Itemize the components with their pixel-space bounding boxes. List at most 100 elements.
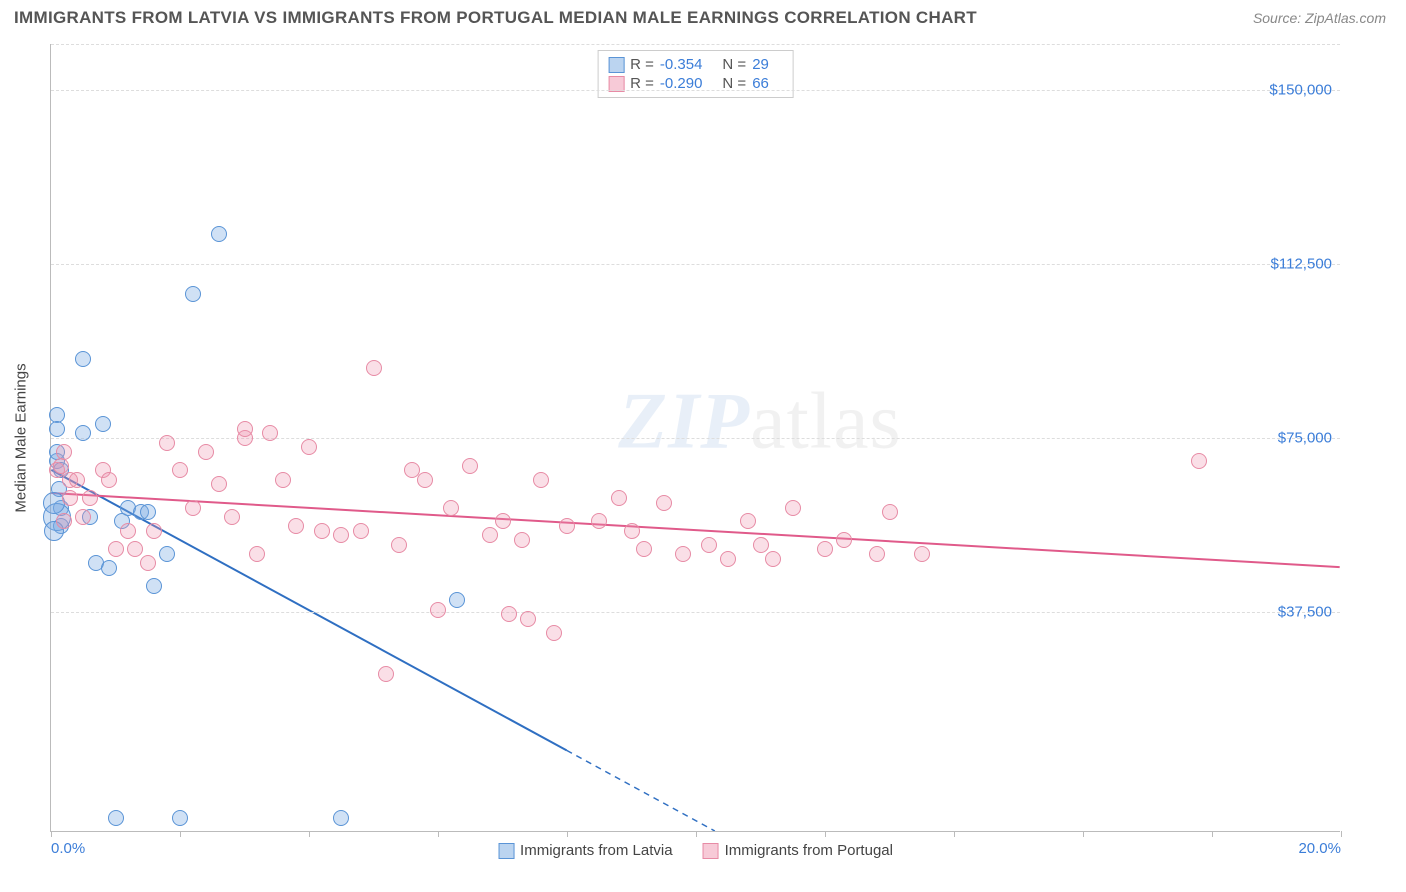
source-label: Source: ZipAtlas.com	[1253, 10, 1386, 26]
watermark: ZIPatlas	[618, 376, 901, 467]
data-point	[211, 226, 227, 242]
gridline	[51, 44, 1340, 45]
data-point	[75, 351, 91, 367]
data-point	[869, 546, 885, 562]
data-point	[95, 416, 111, 432]
x-tick-mark	[1083, 831, 1084, 837]
data-point	[636, 541, 652, 557]
data-point	[914, 546, 930, 562]
data-point	[146, 523, 162, 539]
x-tick-label: 0.0%	[51, 840, 85, 857]
data-point	[301, 439, 317, 455]
x-tick-mark	[309, 831, 310, 837]
data-point	[391, 537, 407, 553]
data-point	[353, 523, 369, 539]
data-point	[159, 546, 175, 562]
data-point	[224, 509, 240, 525]
bottom-legend: Immigrants from Latvia Immigrants from P…	[498, 842, 893, 859]
gridline	[51, 264, 1340, 265]
data-point	[430, 602, 446, 618]
chart-title: IMMIGRANTS FROM LATVIA VS IMMIGRANTS FRO…	[14, 8, 977, 28]
data-point	[172, 810, 188, 826]
data-point	[701, 537, 717, 553]
data-point	[624, 523, 640, 539]
data-point	[159, 435, 175, 451]
data-point	[559, 518, 575, 534]
data-point	[417, 472, 433, 488]
data-point	[720, 551, 736, 567]
data-point	[185, 286, 201, 302]
data-point	[740, 513, 756, 529]
data-point	[333, 810, 349, 826]
data-point	[462, 458, 478, 474]
data-point	[198, 444, 214, 460]
data-point	[262, 425, 278, 441]
y-tick-label: $112,500	[1271, 256, 1332, 273]
data-point	[753, 537, 769, 553]
data-point	[237, 421, 253, 437]
data-point	[591, 513, 607, 529]
data-point	[75, 425, 91, 441]
data-point	[108, 810, 124, 826]
data-point	[185, 500, 201, 516]
data-point	[101, 472, 117, 488]
data-point	[495, 513, 511, 529]
chart-plot-area: Median Male Earnings ZIPatlas R =-0.354 …	[50, 44, 1340, 832]
data-point	[62, 490, 78, 506]
data-point	[675, 546, 691, 562]
data-point	[482, 527, 498, 543]
data-point	[501, 606, 517, 622]
x-tick-mark	[954, 831, 955, 837]
x-tick-mark	[696, 831, 697, 837]
x-tick-label: 20.0%	[1298, 840, 1341, 857]
data-point	[172, 462, 188, 478]
x-tick-mark	[51, 831, 52, 837]
data-point	[514, 532, 530, 548]
data-point	[546, 625, 562, 641]
data-point	[533, 472, 549, 488]
data-point	[56, 444, 72, 460]
x-tick-mark	[438, 831, 439, 837]
data-point	[75, 509, 91, 525]
data-point	[520, 611, 536, 627]
data-point	[140, 504, 156, 520]
data-point	[817, 541, 833, 557]
data-point	[146, 578, 162, 594]
data-point	[366, 360, 382, 376]
data-point	[288, 518, 304, 534]
data-point	[56, 513, 72, 529]
data-point	[120, 523, 136, 539]
y-tick-label: $75,000	[1278, 430, 1332, 447]
data-point	[275, 472, 291, 488]
swatch-pink-icon	[608, 76, 624, 92]
data-point	[765, 551, 781, 567]
gridline	[51, 612, 1340, 613]
data-point	[656, 495, 672, 511]
swatch-blue-icon	[498, 843, 514, 859]
x-tick-mark	[567, 831, 568, 837]
x-tick-mark	[1212, 831, 1213, 837]
data-point	[882, 504, 898, 520]
swatch-pink-icon	[703, 843, 719, 859]
x-tick-mark	[1341, 831, 1342, 837]
data-point	[1191, 453, 1207, 469]
stats-row-latvia: R =-0.354 N =29	[608, 55, 783, 74]
data-point	[101, 560, 117, 576]
x-tick-mark	[180, 831, 181, 837]
data-point	[127, 541, 143, 557]
data-point	[378, 666, 394, 682]
data-point	[611, 490, 627, 506]
data-point	[211, 476, 227, 492]
data-point	[333, 527, 349, 543]
y-axis-label: Median Male Earnings	[13, 363, 30, 512]
x-tick-mark	[825, 831, 826, 837]
data-point	[785, 500, 801, 516]
data-point	[49, 421, 65, 437]
data-point	[140, 555, 156, 571]
y-tick-label: $37,500	[1278, 603, 1332, 620]
data-point	[82, 490, 98, 506]
data-point	[314, 523, 330, 539]
data-point	[449, 592, 465, 608]
data-point	[69, 472, 85, 488]
data-point	[443, 500, 459, 516]
